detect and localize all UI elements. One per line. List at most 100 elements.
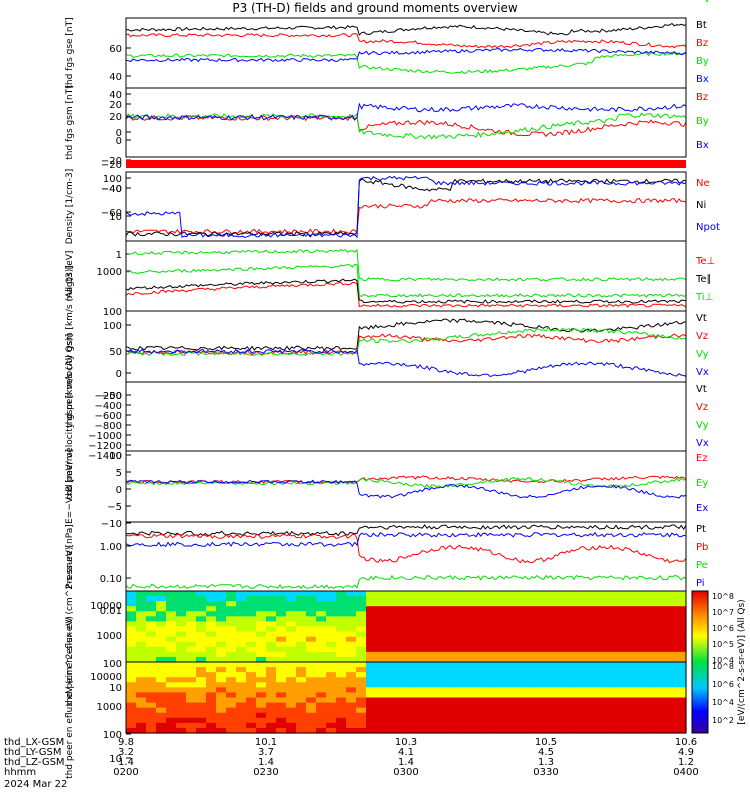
spectrogram-cell (526, 667, 537, 673)
spectrogram-cell (246, 672, 257, 678)
spectrogram-cell (666, 656, 677, 663)
spectrogram-cell (276, 687, 287, 694)
ytick-fgs-gse: 0 (116, 128, 122, 139)
spectrogram-cell (326, 616, 337, 623)
spectrogram-cell (276, 646, 287, 653)
spectrogram-cell (376, 656, 387, 663)
spectrogram-cell (126, 596, 137, 602)
spectrogram-cell (396, 687, 407, 694)
spectrogram-cell (296, 641, 307, 648)
spectrogram-cell (626, 596, 637, 602)
spectrogram-cell (646, 641, 657, 648)
spectrogram-cell (426, 662, 437, 668)
spectrogram-cell (456, 712, 467, 719)
spectrogram-cell (536, 722, 547, 729)
spectrogram-cell (586, 656, 597, 663)
spectrogram-cell (546, 667, 557, 673)
spectrogram-cell (156, 621, 167, 628)
spectrogram-cell (216, 616, 227, 623)
spectrogram-cell (256, 662, 267, 668)
spectrogram-cell (356, 672, 367, 678)
legend-density-Ni: Ni (696, 200, 706, 211)
spectrogram-cell (206, 727, 217, 734)
spectrogram-cell (516, 707, 527, 714)
spectrogram-cell (276, 667, 287, 673)
spectrogram-cell (226, 707, 237, 714)
spectrogram-cell (596, 591, 607, 597)
spectrogram-cell (196, 636, 207, 643)
spectrogram-cell (546, 646, 557, 653)
spectrogram-cell (356, 621, 367, 628)
spectrogram-cell (606, 712, 617, 719)
spectrogram-cell (576, 692, 587, 699)
legend-pressure-Pb: Pb (696, 542, 708, 553)
panel-frame (125, 87, 687, 158)
spectrogram-cell (336, 636, 347, 643)
spectrogram-cell (286, 702, 297, 709)
xaxis-tick-label: 1.4 (258, 757, 274, 768)
spectrogram-cell (676, 591, 687, 597)
spectrogram-cell (146, 687, 157, 694)
spectrogram-cell (296, 672, 307, 678)
spectrogram-cell (616, 682, 627, 688)
spectrogram-cell (676, 662, 687, 668)
spectrogram-cell (416, 707, 427, 714)
spectrogram-cell (666, 601, 677, 607)
panel-frame (125, 521, 687, 592)
spectrogram-cell (396, 646, 407, 653)
series-pressure-Pt (125, 524, 687, 537)
spectrogram-cell (306, 621, 317, 628)
spectrogram-cell (306, 656, 317, 663)
spectrogram-cell (566, 596, 577, 602)
spectrogram-cell (156, 626, 167, 633)
xaxis-date: 2024 Mar 22 (4, 779, 67, 790)
spectrogram-cell (196, 591, 207, 597)
spectrogram-cell (346, 672, 357, 678)
spectrogram-cell (476, 702, 487, 709)
spectrogram-cell (466, 606, 477, 612)
spectrogram-cell (616, 641, 627, 648)
spectrogram-cell (346, 591, 357, 597)
spectrogram-cell (206, 651, 217, 658)
spectrogram-cell (606, 667, 617, 673)
spectrogram-cell (366, 616, 377, 623)
spectrogram-cell (416, 621, 427, 628)
spectrogram-cell (556, 702, 567, 709)
spectrogram-cell (146, 677, 157, 683)
spectrogram-cell (246, 606, 257, 612)
spectrogram-cell (136, 606, 147, 612)
spectrogram-cell (626, 682, 637, 688)
spectrogram-cell (156, 702, 167, 709)
series-fgs-gsm-Bz (125, 114, 687, 138)
spectrogram-cell (296, 591, 307, 597)
spectrogram-cell (256, 591, 267, 597)
spectrogram-cell (476, 682, 487, 688)
spectrogram-cell (346, 636, 357, 643)
spectrogram-cell (126, 707, 137, 714)
spectrogram-cell (466, 717, 477, 724)
spectrogram-cell (306, 662, 317, 668)
spectrogram-cell (566, 722, 577, 729)
spectrogram-cell (136, 722, 147, 729)
spectrogram-cell (566, 616, 577, 623)
spectrogram-cell (506, 677, 517, 683)
spectrogram-cell (506, 697, 517, 704)
spectrogram-cell (536, 692, 547, 699)
ylabel-electron-spectrogram: thd peer en eflux eV (cm^2-s-sr-eV) (65, 616, 75, 779)
spectrogram-cell (536, 667, 547, 673)
ytick-ion-velocity: 100 (103, 321, 122, 332)
spectrogram-cell (646, 636, 657, 643)
spectrogram-cell (466, 656, 477, 663)
spectrogram-cell (126, 672, 137, 678)
spectrogram-cell (566, 601, 577, 607)
series-density-Ne (125, 197, 687, 235)
spectrogram-cell (586, 631, 597, 638)
spectrogram-cell (636, 682, 647, 688)
spectrogram-cell (646, 672, 657, 678)
spectrogram-cell (676, 631, 687, 638)
spectrogram-cell (176, 626, 187, 633)
spectrogram-cell (456, 626, 467, 633)
spectrogram-cell (676, 672, 687, 678)
spectrogram-cell (466, 616, 477, 623)
spectrogram-cell (136, 656, 147, 663)
